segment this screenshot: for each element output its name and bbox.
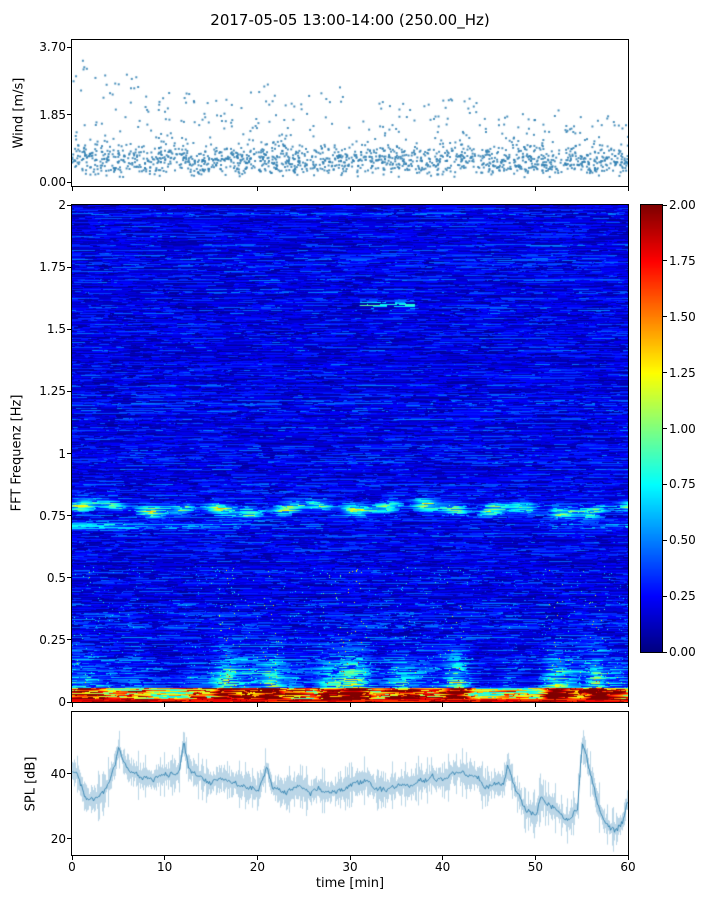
colorbar-tick-label: 1.75 (669, 253, 696, 268)
tick-mark (663, 595, 667, 597)
tick-mark (349, 703, 351, 707)
tick-mark (534, 703, 536, 707)
tick-mark (663, 651, 667, 653)
tick-mark (71, 856, 73, 860)
tick-mark (442, 187, 444, 191)
spl-y-axis-label: SPL [dB] (23, 756, 39, 812)
tick-mark (663, 539, 667, 541)
tick-mark (67, 114, 71, 116)
tick-mark (663, 483, 667, 485)
wind-ytick-label: 0.00 (39, 175, 66, 190)
time-xtick-label: 0 (68, 860, 76, 874)
colorbar-tick-label: 1.25 (669, 365, 696, 380)
spectrogram-canvas (72, 205, 628, 702)
tick-mark (67, 266, 71, 268)
time-x-axis-label: time [min] (315, 876, 385, 891)
time-xtick-label: 60 (620, 860, 636, 874)
tick-mark (164, 187, 166, 191)
tick-mark (164, 703, 166, 707)
tick-mark (67, 577, 71, 579)
time-xtick-label: 30 (342, 860, 358, 874)
tick-mark (67, 773, 71, 775)
spectrogram-ytick-label: 0.5 (46, 570, 66, 585)
spl-panel (71, 711, 629, 856)
time-xtick-label: 10 (157, 860, 173, 874)
colorbar-canvas (641, 205, 662, 652)
time-xtick-label: 20 (249, 860, 265, 874)
wind-ytick-label: 3.70 (39, 40, 66, 55)
spectrogram-ytick-label: 0.75 (39, 508, 66, 523)
tick-mark (627, 856, 629, 860)
tick-mark (663, 428, 667, 429)
spectrogram-panel (71, 204, 629, 703)
wind-ytick-label: 1.85 (39, 107, 66, 122)
wind-speed-panel (71, 39, 629, 187)
tick-mark (442, 703, 444, 707)
spectrogram-ytick-label: 0.25 (39, 632, 66, 647)
colorbar-tick-label: 1.00 (669, 421, 696, 436)
tick-mark (663, 316, 667, 318)
tick-mark (164, 856, 166, 860)
wind-scatter-canvas (72, 40, 628, 186)
tick-mark (534, 187, 536, 191)
spectrogram-ytick-label: 0 (58, 695, 66, 709)
spl-ytick-label: 20 (50, 831, 66, 846)
tick-mark (67, 390, 71, 392)
tick-mark (663, 372, 667, 374)
tick-mark (67, 453, 71, 454)
colorbar-tick-label: 0.25 (669, 589, 696, 604)
tick-mark (71, 703, 73, 707)
colorbar-tick-label: 0.00 (669, 645, 696, 659)
spectrogram-ytick-label: 1.25 (39, 384, 66, 399)
colorbar-tick-label: 1.50 (669, 309, 696, 324)
tick-mark (442, 856, 444, 860)
wind-y-axis-label: Wind [m/s] (11, 77, 27, 149)
tick-mark (627, 187, 629, 191)
tick-mark (349, 856, 351, 860)
tick-mark (67, 515, 71, 517)
colorbar (640, 204, 663, 653)
tick-mark (67, 701, 71, 703)
tick-mark (67, 204, 71, 206)
tick-mark (349, 187, 351, 191)
figure-title: 2017-05-05 13:00-14:00 (250.00_Hz) (210, 11, 490, 29)
spectrogram-ytick-label: 1 (58, 446, 66, 461)
colorbar-tick-label: 2.00 (669, 198, 696, 212)
tick-mark (663, 260, 667, 262)
tick-mark (256, 856, 258, 860)
tick-mark (627, 703, 629, 707)
time-xtick-label: 50 (527, 860, 543, 874)
tick-mark (67, 46, 71, 48)
spectrogram-ytick-label: 1.75 (39, 260, 66, 275)
tick-mark (67, 639, 71, 641)
tick-mark (663, 204, 667, 206)
tick-mark (67, 328, 71, 330)
spectrogram-ytick-label: 1.5 (46, 322, 66, 337)
colorbar-tick-label: 0.50 (669, 533, 696, 548)
spl-ytick-label: 40 (50, 766, 66, 781)
colorbar-tick-label: 0.75 (669, 477, 696, 492)
tick-mark (71, 187, 73, 191)
time-xtick-label: 40 (435, 860, 451, 874)
spectrogram-y-axis-label: FFT Frequenz [Hz] (9, 394, 25, 512)
tick-mark (534, 856, 536, 860)
spl-line-canvas (72, 712, 628, 855)
spectrogram-ytick-label: 2 (58, 198, 66, 212)
tick-mark (256, 703, 258, 707)
tick-mark (256, 187, 258, 191)
tick-mark (67, 181, 71, 183)
tick-mark (67, 838, 71, 840)
